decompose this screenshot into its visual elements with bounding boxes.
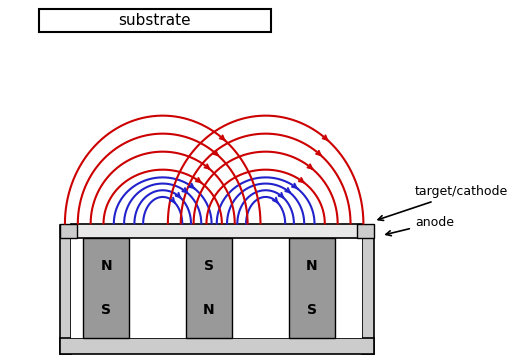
Text: substrate: substrate bbox=[118, 13, 191, 28]
Bar bbox=[60, 225, 71, 354]
Text: N: N bbox=[203, 303, 215, 317]
Bar bbox=[186, 238, 232, 338]
Bar bbox=[60, 224, 77, 238]
Bar bbox=[83, 238, 129, 338]
Bar bbox=[60, 338, 373, 354]
Bar bbox=[71, 225, 362, 338]
Text: S: S bbox=[307, 303, 317, 317]
Text: S: S bbox=[204, 259, 214, 273]
Text: N: N bbox=[306, 259, 318, 273]
Bar bbox=[71, 224, 362, 238]
Bar bbox=[289, 238, 335, 338]
Text: anode: anode bbox=[386, 216, 454, 236]
Bar bbox=[39, 9, 271, 32]
Bar bbox=[362, 225, 373, 354]
Text: S: S bbox=[101, 303, 111, 317]
Bar bbox=[357, 224, 373, 238]
Text: target/cathode: target/cathode bbox=[378, 185, 508, 220]
Text: N: N bbox=[101, 259, 112, 273]
